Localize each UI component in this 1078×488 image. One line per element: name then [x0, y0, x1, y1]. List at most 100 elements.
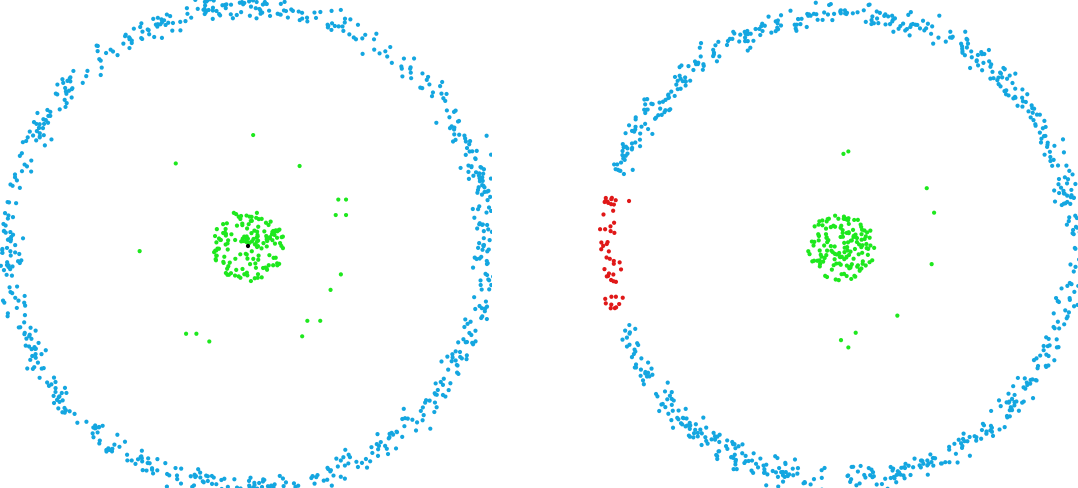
scatter-point-outer [400, 74, 405, 79]
scatter-point-inner [267, 253, 272, 258]
scatter-point-outer [931, 455, 936, 461]
scatter-point-outer [24, 164, 30, 169]
scatter-point-outer [447, 115, 452, 120]
scatter-point-outer [780, 469, 785, 475]
scatter-point-inner [280, 234, 285, 239]
scatter-point-inner [253, 261, 258, 266]
scatter-point-outer [155, 15, 160, 20]
scatter-point-outer [762, 469, 767, 474]
scatter-point-inner [836, 277, 841, 283]
scatter-point-outer [675, 78, 680, 83]
scatter-point-outer [845, 473, 850, 479]
scatter-point-outer [467, 139, 473, 144]
scatter-point-highlight [601, 212, 606, 217]
scatter-point-inner [253, 265, 259, 270]
scatter-point-outer [95, 430, 100, 435]
scatter-point-outer [825, 12, 831, 17]
scatter-point-outer [732, 452, 737, 457]
scatter-point-outer [440, 382, 446, 387]
scatter-point-outer [84, 419, 89, 424]
scatter-point-inner [328, 287, 333, 292]
scatter-point-outer [192, 472, 197, 477]
scatter-point-inner [865, 252, 870, 257]
scatter-point-outer [363, 32, 368, 37]
scatter-point-outer [90, 431, 95, 436]
scatter-point-outer [190, 484, 195, 488]
scatter-point-outer [45, 380, 50, 385]
scatter-point-outer [413, 428, 419, 433]
scatter-point-outer [35, 110, 40, 116]
scatter-point-outer [996, 75, 1001, 80]
scatter-point-outer [341, 455, 346, 460]
scatter-point-outer [1065, 283, 1070, 288]
scatter-point-outer [620, 153, 625, 158]
scatter-point-outer [952, 441, 957, 446]
scatter-point-outer [103, 50, 109, 56]
scatter-point-outer [305, 19, 310, 24]
scatter-point-outer [282, 0, 287, 4]
scatter-point-outer [30, 133, 36, 138]
scatter-point-inner [836, 216, 841, 221]
scatter-point-inner [254, 210, 260, 215]
scatter-point-outer [484, 133, 489, 138]
scatter-point-outer [659, 112, 664, 117]
scatter-point-inner [837, 261, 842, 266]
scatter-point-outer [1058, 185, 1064, 190]
scatter-point-highlight [611, 202, 616, 207]
scatter-point-inner [895, 313, 900, 318]
scatter-point-inner [277, 241, 283, 246]
scatter-point-outer [641, 382, 646, 387]
scatter-point-outer [338, 474, 343, 479]
scatter-point-outer [863, 475, 868, 480]
scatter-point-outer [867, 2, 872, 7]
scatter-point-outer [745, 39, 750, 44]
scatter-point-outer [147, 32, 152, 37]
scatter-point-outer [486, 188, 491, 194]
scatter-point-outer [64, 101, 69, 106]
scatter-point-outer [633, 140, 638, 145]
scatter-point-outer [925, 463, 930, 468]
scatter-point-outer [662, 389, 668, 394]
scatter-point-outer [184, 6, 189, 11]
scatter-point-outer [748, 31, 753, 36]
scatter-point-outer [200, 479, 205, 484]
scatter-point-outer [1013, 86, 1018, 91]
scatter-point-inner [872, 245, 877, 251]
scatter-point-outer [383, 49, 388, 54]
scatter-point-outer [259, 484, 265, 488]
scatter-point-inner [840, 234, 846, 239]
scatter-point-outer [291, 481, 297, 486]
scatter-point-outer [461, 337, 466, 342]
scatter-point-outer [963, 29, 968, 34]
scatter-point-outer [620, 148, 625, 154]
scatter-point-outer [42, 143, 47, 148]
scatter-point-outer [456, 340, 461, 345]
scatter-point-outer [209, 473, 214, 479]
scatter-point-outer [869, 18, 874, 23]
scatter-point-outer [394, 430, 400, 435]
scatter-point-outer [1065, 199, 1070, 205]
scatter-point-outer [755, 465, 761, 470]
scatter-point-outer [759, 24, 764, 29]
scatter-point-outer [401, 406, 406, 411]
scatter-point-outer [414, 420, 420, 425]
scatter-point-inner [333, 212, 338, 218]
scatter-point-outer [822, 10, 827, 15]
scatter-point-inner [234, 223, 240, 228]
scatter-point-highlight [602, 267, 607, 272]
scatter-point-outer [1064, 181, 1070, 186]
scatter-point-outer [463, 317, 468, 322]
scatter-point-outer [452, 132, 457, 137]
scatter-point-outer [902, 476, 907, 481]
scatter-point-outer [988, 428, 993, 433]
scatter-point-outer [458, 165, 463, 171]
scatter-point-outer [714, 59, 720, 64]
scatter-point-outer [139, 448, 144, 453]
scatter-point-inner [297, 163, 302, 169]
scatter-point-outer [37, 131, 42, 136]
scatter-point-inner [811, 243, 816, 248]
scatter-point-outer [806, 12, 812, 17]
scatter-point-inner [214, 253, 219, 258]
scatter-point-outer [195, 6, 200, 11]
scatter-point-outer [869, 21, 874, 27]
